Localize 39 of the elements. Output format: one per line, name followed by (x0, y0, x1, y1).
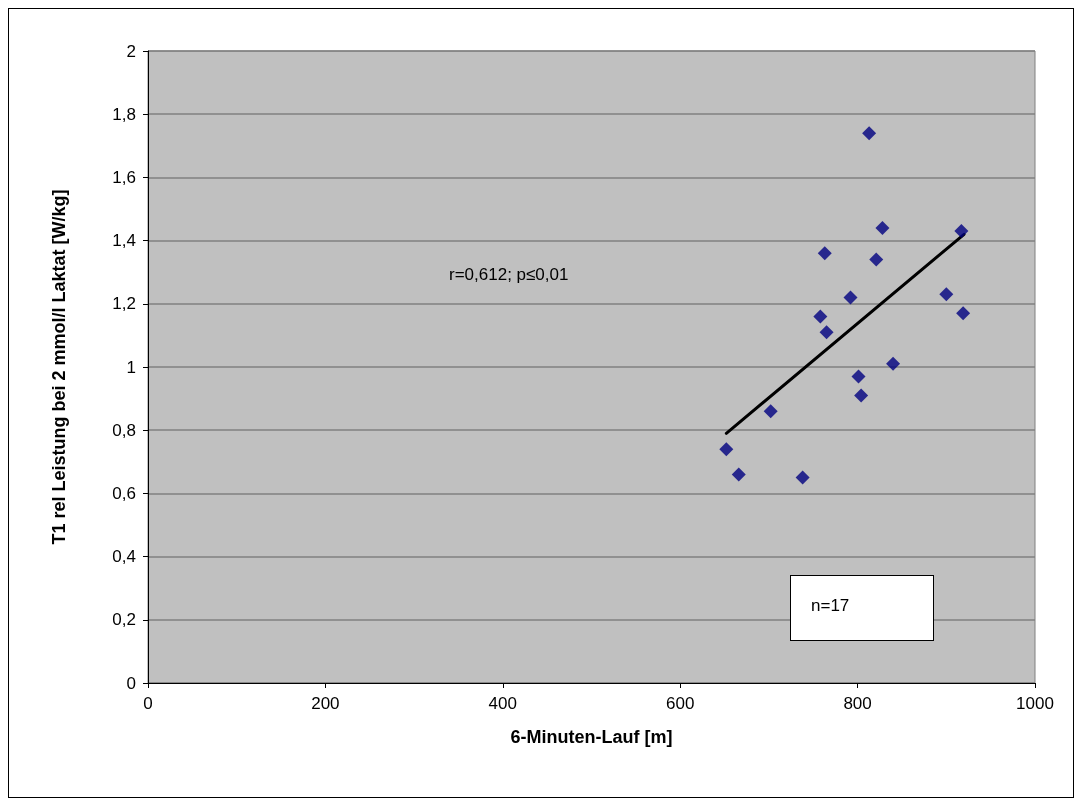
point (939, 287, 954, 302)
x-axis-title: 6-Minuten-Lauf [m] (510, 727, 673, 747)
y-tick-label: 1 (126, 357, 136, 377)
y-axis-title: T1 rel Leistung bei 2 mmol/l Laktat [W/kg] (49, 189, 69, 545)
point (819, 325, 834, 340)
point (956, 306, 971, 321)
y-tick-label: 1,4 (112, 231, 136, 251)
point (954, 224, 969, 239)
y-tick-label: 0,6 (112, 483, 136, 503)
point (875, 220, 890, 235)
point (854, 388, 869, 403)
point (886, 356, 901, 371)
y-tick-label: 1,8 (112, 104, 136, 124)
y-tick-label: 1,2 (112, 294, 136, 314)
y-tick-label: 0 (126, 673, 136, 693)
point (851, 369, 866, 384)
point (719, 442, 734, 457)
point (795, 470, 810, 485)
y-tick-label: 0,8 (112, 420, 136, 440)
annotation: n=17 (811, 596, 850, 615)
y-tick-label: 0,2 (112, 610, 136, 630)
y-tick-label: 1,6 (112, 167, 136, 187)
x-tick-label: 800 (843, 694, 872, 713)
x-tick-label: 400 (488, 694, 517, 713)
point (869, 252, 884, 267)
point (813, 309, 828, 324)
annotation: r=0,612; p≤0,01 (449, 265, 569, 284)
point (731, 467, 746, 482)
x-tick-label: 600 (666, 694, 695, 713)
note-box: n=17 (790, 575, 934, 641)
y-tick-label: 2 (126, 41, 136, 61)
y-tick-label: 0,4 (112, 547, 136, 567)
point (843, 290, 858, 305)
point (862, 126, 877, 141)
point (763, 404, 778, 419)
point (817, 246, 832, 261)
x-tick-label: 0 (143, 694, 153, 713)
x-tick-label: 200 (311, 694, 340, 713)
x-tick-label: 1000 (1016, 694, 1054, 713)
